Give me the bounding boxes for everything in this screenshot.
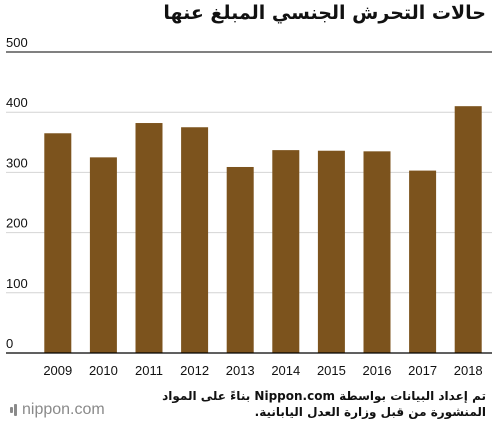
bar [454, 106, 482, 354]
brand-logo: nippon.com [10, 401, 105, 419]
x-tick-label: 2009 [43, 363, 72, 378]
x-tick-label: 2017 [408, 363, 437, 378]
chart-title: حالات التحرش الجنسي المبلغ عنها [163, 2, 486, 24]
y-tick-label: 500 [6, 35, 28, 50]
y-tick-label: 0 [6, 336, 13, 351]
y-tick-label: 300 [6, 155, 28, 170]
footer: تم إعداد البيانات بواسطة Nippon.com بناء… [8, 385, 492, 425]
y-tick-label: 200 [6, 216, 28, 231]
source-note: تم إعداد البيانات بواسطة Nippon.com بناء… [162, 389, 486, 419]
bar-chart: 0 100 200 300 400 500 2009 2010 2011 2012 2013 2014… [6, 35, 492, 378]
bar [135, 123, 163, 353]
brand-name: nippon.com [22, 401, 105, 418]
x-tick-label: 2013 [226, 363, 255, 378]
y-tick-label: 400 [6, 95, 28, 110]
bar [181, 127, 209, 353]
bar [363, 151, 391, 353]
bar [272, 150, 300, 353]
x-tick-label: 2014 [271, 363, 300, 378]
x-tick-label: 2016 [363, 363, 392, 378]
y-tick-label: 100 [6, 276, 28, 291]
x-tick-label: 2010 [89, 363, 118, 378]
x-tick-label: 2012 [180, 363, 209, 378]
bar [317, 150, 345, 353]
bar [226, 166, 254, 353]
bar [409, 170, 437, 353]
bar [44, 133, 72, 353]
x-tick-label: 2018 [454, 363, 483, 378]
x-tick-label: 2015 [317, 363, 346, 378]
x-tick-label: 2011 [135, 363, 163, 378]
brand-mark-icon [10, 403, 18, 417]
bar [89, 157, 117, 353]
